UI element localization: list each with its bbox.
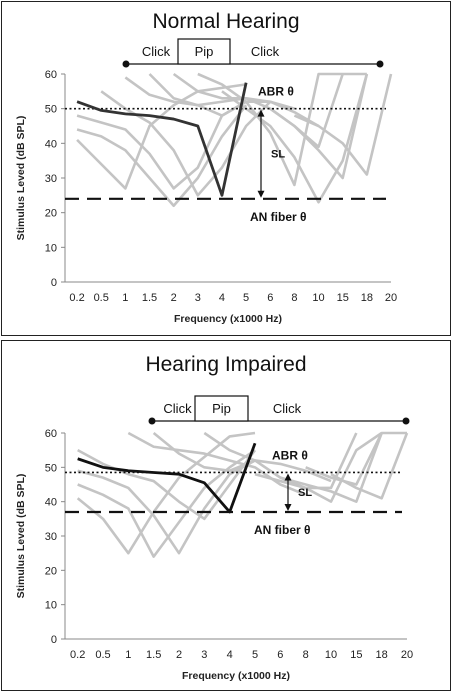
- x-tick-label: 6: [267, 292, 273, 304]
- tuning-curve: [100, 90, 272, 197]
- tuning-curve: [76, 104, 248, 208]
- y-tick-label: 50: [45, 104, 57, 116]
- y-tick-label: 20: [45, 565, 57, 577]
- x-tick-label: 8: [291, 292, 297, 304]
- x-tick-label: 1: [125, 649, 131, 661]
- x-tick-label: 18: [361, 292, 373, 304]
- x-tick-label: 5: [252, 649, 258, 661]
- y-tick-label: 0: [51, 277, 57, 289]
- y-tick-label: 30: [45, 173, 57, 185]
- pip-band-box: [177, 38, 231, 65]
- an-threshold-label: AN fiber θ: [254, 523, 311, 537]
- sl-label: SL: [298, 487, 312, 499]
- x-tick-label: 4: [219, 292, 225, 304]
- stimulus-band-label: Click: [251, 44, 280, 59]
- y-tick-label: 10: [45, 600, 57, 612]
- x-tick-label: 3: [201, 649, 207, 661]
- sl-arrow-head-up: [257, 109, 265, 117]
- x-axis-label: Frequency (x1000 Hz): [174, 313, 282, 325]
- abr-threshold-label: ABR θ: [258, 85, 294, 99]
- x-tick-label: 3: [195, 292, 201, 304]
- x-tick-label: 1.5: [146, 649, 161, 661]
- x-tick-label: 5: [243, 292, 249, 304]
- sl-arrow-head-down: [284, 503, 292, 511]
- stimulus-range-end-dot: [402, 417, 410, 425]
- y-tick-label: 0: [51, 634, 57, 646]
- chart-hearing-impaired: 0 10 20 30 40 50 60 0.2 0.5 1 1.5 2 3 4 5 6 8 10 15 18 20 Fre…: [15, 395, 413, 682]
- y-tick-label: 20: [45, 208, 57, 220]
- x-tick-label: 4: [227, 649, 233, 661]
- stimulus-range-start-dot: [148, 417, 156, 425]
- y-axis-label: Stimulus Leved (dB SPL): [15, 116, 27, 241]
- x-tick-label: 0.5: [94, 292, 109, 304]
- tuning-curve: [279, 431, 407, 503]
- tuning-curve: [76, 431, 256, 555]
- tuning-curve: [127, 431, 307, 497]
- x-tick-label: 15: [337, 292, 349, 304]
- y-tick-label: 40: [45, 138, 57, 150]
- stimulus-band-label: Pip: [212, 401, 231, 416]
- x-tick-label: 10: [325, 649, 337, 661]
- tuning-curve: [330, 432, 409, 500]
- sl-arrow-head-down: [257, 190, 265, 198]
- x-tick-label: 0.5: [95, 649, 110, 661]
- x-axis-label: Frequency (x1000 Hz): [182, 670, 290, 682]
- x-tick-label: 6: [277, 649, 283, 661]
- stimulus-band-label: Pip: [195, 44, 214, 59]
- tuning-curve: [152, 431, 332, 483]
- stimulus-band-label: Click: [163, 401, 192, 416]
- stimulus-band-label: Click: [142, 44, 171, 59]
- x-tick-label: 2: [171, 292, 177, 304]
- y-tick-label: 10: [45, 242, 57, 254]
- stimulus-range-start-dot: [122, 60, 130, 68]
- x-tick-label: 15: [350, 649, 362, 661]
- chart-title: Normal Hearing: [152, 10, 300, 33]
- x-tick-label: 18: [376, 649, 388, 661]
- stimulus-band-label: Click: [273, 401, 302, 416]
- tuning-curve: [197, 72, 367, 187]
- y-tick-label: 40: [45, 497, 57, 509]
- sl-label: SL: [271, 149, 285, 161]
- tuning-curve: [172, 72, 344, 149]
- x-tick-label: 10: [312, 292, 324, 304]
- panel-hearing-impaired: Hearing Impaired 0 10 20 30 40 50 60 0.2 0.5 1 1.5…: [1, 340, 451, 691]
- x-tick-label: 1: [122, 292, 128, 304]
- y-tick-label: 30: [45, 531, 57, 543]
- highlighted-tuning-curve: [76, 82, 248, 197]
- tuning-curve: [76, 100, 247, 190]
- x-tick-label: 20: [401, 649, 413, 661]
- y-tick-label: 60: [45, 428, 57, 440]
- tuning-curve: [293, 73, 393, 176]
- pip-band-box: [194, 395, 249, 422]
- highlighted-tuning-curve: [77, 442, 257, 514]
- tuning-curve: [254, 431, 383, 503]
- an-threshold-label: AN fiber θ: [250, 210, 307, 224]
- stimulus-range-end-dot: [376, 60, 384, 68]
- tuning-curve: [76, 83, 247, 190]
- chart-title: Hearing Impaired: [145, 353, 307, 376]
- x-tick-label: 8: [303, 649, 309, 661]
- sl-arrow-head-up: [284, 473, 292, 481]
- x-tick-label: 1.5: [142, 292, 157, 304]
- y-tick-label: 60: [45, 69, 57, 81]
- abr-threshold-label: ABR θ: [272, 448, 308, 462]
- x-tick-label: 2: [176, 649, 182, 661]
- x-tick-label: 0.2: [69, 292, 84, 304]
- panel-normal-hearing: Normal Hearing 0 10 20 30 40 50 60 0.2 0.5 1 1.5 2 3…: [1, 1, 451, 336]
- x-tick-label: 20: [385, 292, 397, 304]
- tuning-curve: [77, 459, 256, 555]
- x-tick-label: 0.2: [70, 649, 85, 661]
- y-tick-label: 50: [45, 462, 57, 474]
- tuning-curve: [77, 449, 257, 521]
- tuning-curve: [269, 73, 369, 180]
- chart-normal-hearing: 0 10 20 30 40 50 60 0.2 0.5 1 1.5 2 3 4 5 6 8 10 15 18 20 Fre…: [15, 38, 397, 325]
- y-axis-label: Stimulus Leved (dB SPL): [15, 474, 27, 599]
